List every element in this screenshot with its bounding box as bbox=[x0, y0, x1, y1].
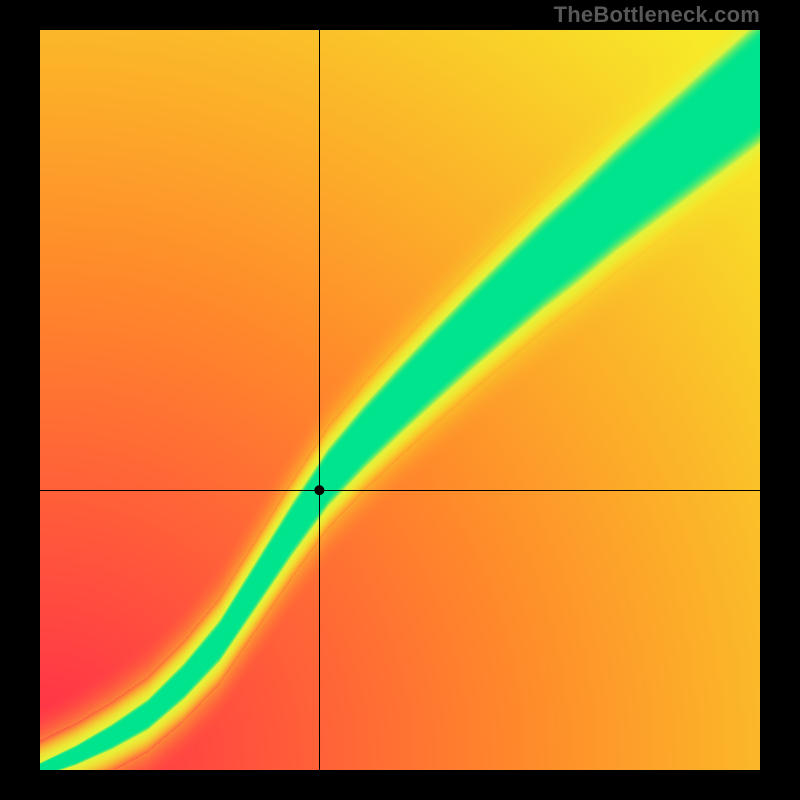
heatmap-plot bbox=[40, 30, 760, 770]
watermark-text: TheBottleneck.com bbox=[554, 2, 760, 28]
heatmap-canvas bbox=[40, 30, 760, 770]
